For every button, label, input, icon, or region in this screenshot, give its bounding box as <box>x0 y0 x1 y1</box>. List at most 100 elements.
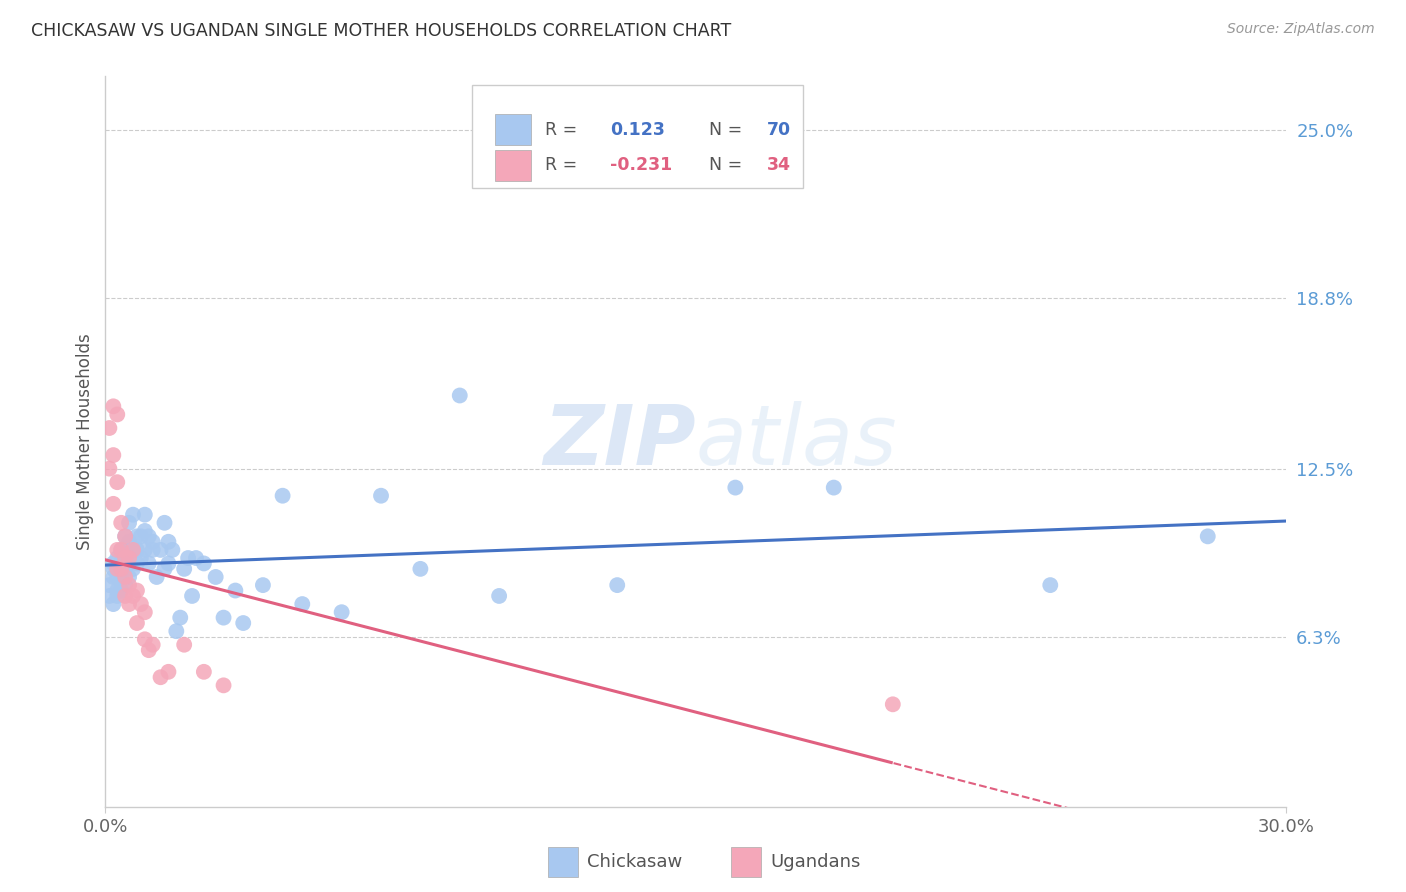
Point <box>134 542 156 557</box>
Point <box>138 643 160 657</box>
Text: 34: 34 <box>766 156 790 175</box>
Point <box>114 529 136 543</box>
Point <box>157 665 180 679</box>
Y-axis label: Single Mother Households: Single Mother Households <box>76 334 94 549</box>
Point <box>125 615 148 630</box>
Point <box>330 605 353 619</box>
Point <box>103 400 125 414</box>
Point <box>105 589 128 603</box>
Point <box>118 551 141 566</box>
Point <box>98 461 121 475</box>
Point <box>103 557 125 571</box>
Point <box>105 570 128 584</box>
Point <box>173 638 195 652</box>
Point <box>110 516 132 530</box>
Point <box>122 562 145 576</box>
Point <box>98 578 121 592</box>
Point <box>134 524 156 538</box>
Point <box>181 589 204 603</box>
Point <box>370 489 392 503</box>
Point <box>105 408 128 422</box>
Point <box>118 570 141 584</box>
Point <box>165 624 187 639</box>
Point <box>173 562 195 576</box>
Text: Chickasaw: Chickasaw <box>588 853 682 871</box>
Text: 70: 70 <box>766 120 792 139</box>
Point <box>114 562 136 576</box>
Point <box>162 542 184 557</box>
Point <box>98 421 121 435</box>
Point <box>125 542 148 557</box>
Point <box>103 448 125 462</box>
Point <box>169 610 191 624</box>
Point <box>118 534 141 549</box>
Point <box>114 551 136 566</box>
Point <box>114 542 136 557</box>
Point <box>157 557 180 571</box>
Point <box>110 542 132 557</box>
Point <box>105 542 128 557</box>
Point <box>184 551 207 566</box>
Text: atlas: atlas <box>696 401 897 482</box>
Point <box>212 678 235 692</box>
Point <box>118 578 141 592</box>
Point <box>122 542 145 557</box>
Text: 0.123: 0.123 <box>610 120 665 139</box>
Text: N =: N = <box>699 156 748 175</box>
Point <box>1039 578 1062 592</box>
Point <box>103 570 125 584</box>
Point <box>138 557 160 571</box>
Text: -0.231: -0.231 <box>610 156 672 175</box>
Point <box>105 562 128 576</box>
Point <box>271 489 294 503</box>
Point <box>409 562 432 576</box>
Point <box>122 542 145 557</box>
Point <box>134 632 156 647</box>
Point <box>103 597 125 611</box>
Point <box>110 542 132 557</box>
Point <box>193 665 215 679</box>
Point <box>125 557 148 571</box>
Point <box>823 481 845 495</box>
Point <box>142 542 165 557</box>
Point <box>105 583 128 598</box>
Point <box>118 516 141 530</box>
Point <box>134 508 156 522</box>
Point <box>110 570 132 584</box>
Point <box>449 388 471 402</box>
Point <box>105 551 128 566</box>
Point <box>110 557 132 571</box>
Point <box>153 562 176 576</box>
Point <box>157 534 180 549</box>
Point <box>724 481 747 495</box>
Point <box>114 529 136 543</box>
Point <box>122 508 145 522</box>
Point <box>114 578 136 592</box>
Point <box>110 583 132 598</box>
Point <box>224 583 246 598</box>
Point <box>125 583 148 598</box>
Point <box>149 670 172 684</box>
Point <box>142 638 165 652</box>
Point <box>204 570 226 584</box>
Point <box>149 542 172 557</box>
Point <box>1197 529 1219 543</box>
FancyBboxPatch shape <box>495 150 530 181</box>
Point <box>103 497 125 511</box>
Text: R =: R = <box>544 156 582 175</box>
Point <box>118 557 141 571</box>
Text: CHICKASAW VS UGANDAN SINGLE MOTHER HOUSEHOLDS CORRELATION CHART: CHICKASAW VS UGANDAN SINGLE MOTHER HOUSE… <box>31 22 731 40</box>
Point <box>105 562 128 576</box>
Point <box>212 610 235 624</box>
Point <box>193 557 215 571</box>
Point <box>103 562 125 576</box>
Point <box>114 551 136 566</box>
Point <box>153 516 176 530</box>
FancyBboxPatch shape <box>471 85 803 187</box>
Point <box>134 605 156 619</box>
Point <box>138 529 160 543</box>
Point <box>105 475 128 490</box>
Point <box>129 551 152 566</box>
Point <box>142 534 165 549</box>
FancyBboxPatch shape <box>731 847 761 877</box>
